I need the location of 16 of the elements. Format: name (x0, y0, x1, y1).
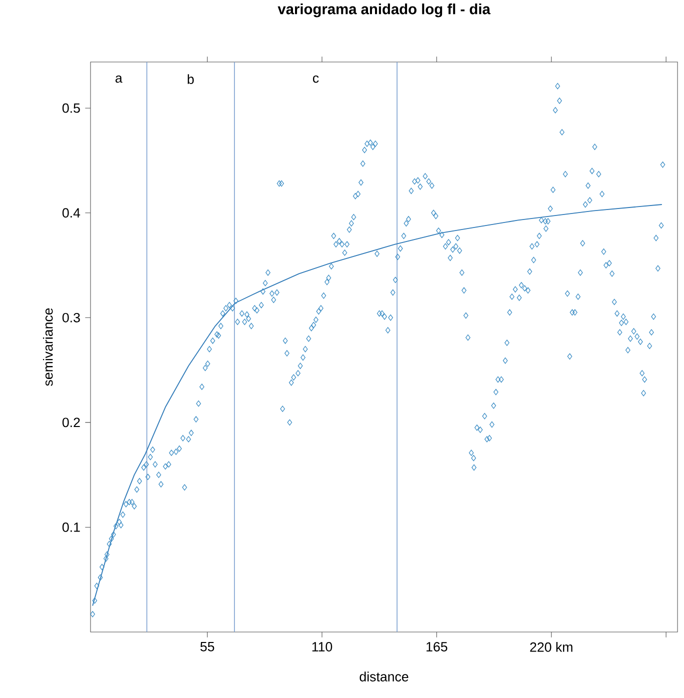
y-tick-label: 0.3 (62, 312, 80, 322)
x-tick-label: 220 km (530, 642, 573, 652)
annotation: b (188, 74, 194, 84)
y-axis-title: semivariance (43, 308, 54, 386)
line-series (92, 204, 663, 606)
chart-title: variograma anidado log fl - dia (278, 4, 491, 18)
annotation: a (116, 75, 123, 83)
y-tick-label: 0.2 (62, 418, 80, 428)
x-axis-title: distance (360, 672, 408, 682)
x-tick-label: 110 (312, 642, 332, 652)
annotation: c (313, 75, 319, 83)
x-tick-label: 165 (426, 642, 448, 652)
y-tick-label: 0.4 (62, 208, 80, 218)
y-tick-label: 0.5 (62, 103, 80, 113)
x-tick-label: 55 (200, 642, 214, 652)
y-tick-label: 0.1 (62, 522, 80, 532)
